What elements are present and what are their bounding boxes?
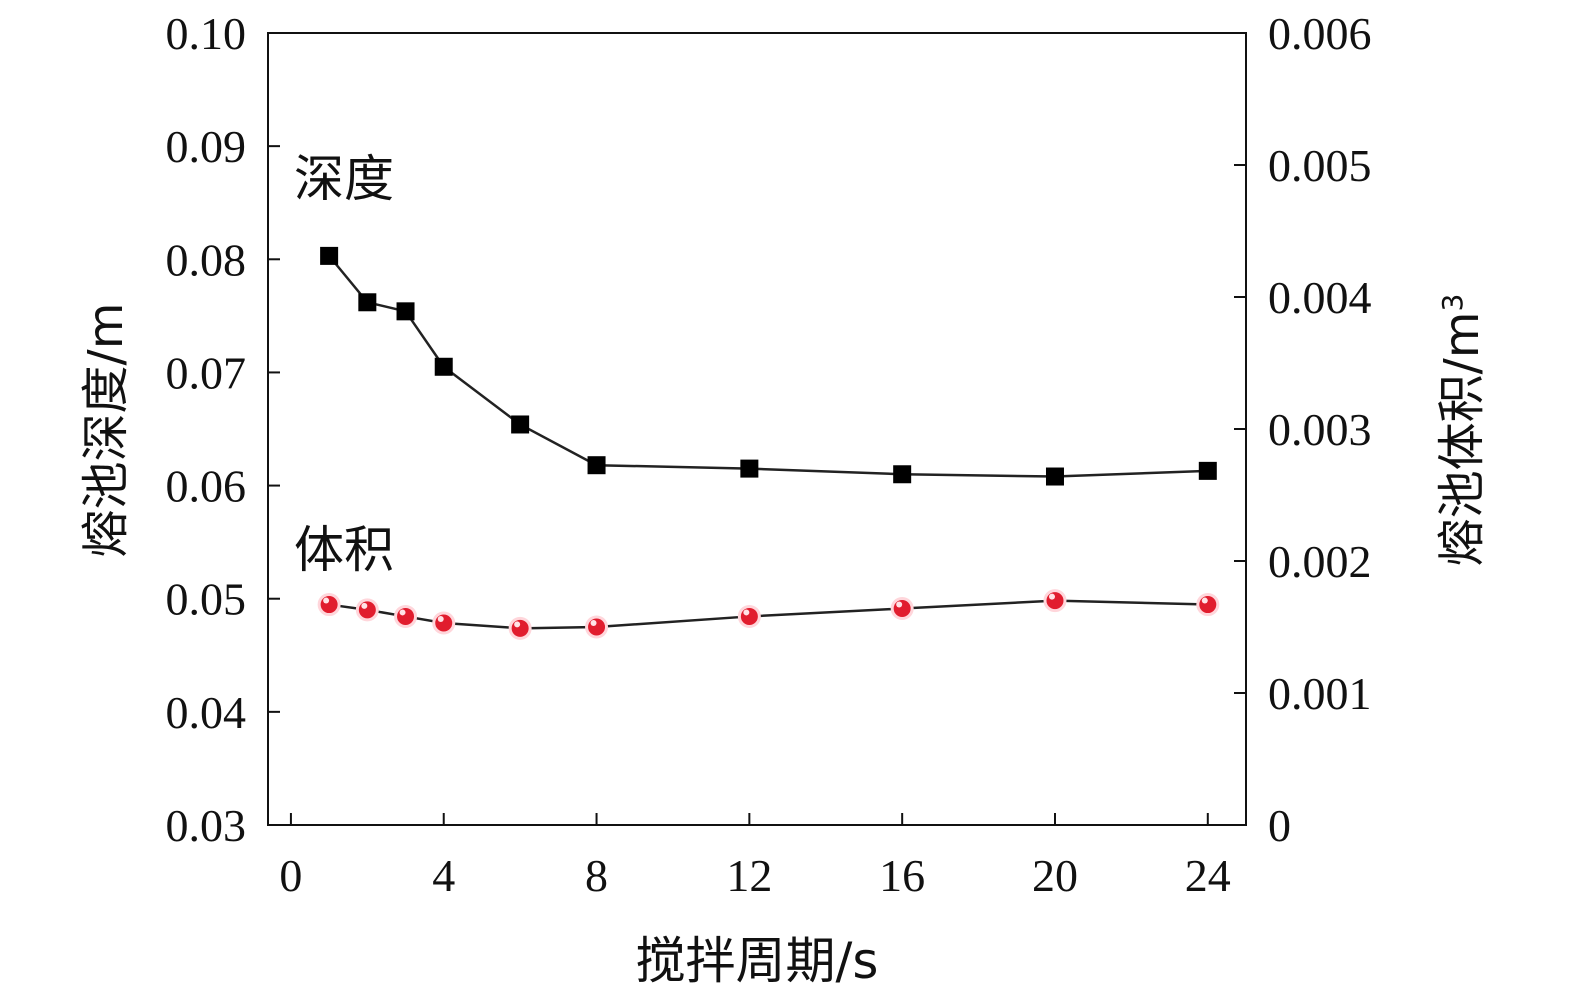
y-left-tick-label: 0.10	[166, 8, 247, 59]
y-left-tick-label: 0.04	[166, 687, 247, 738]
y-left-tick-label: 0.06	[166, 461, 247, 512]
volume-data-point	[432, 611, 456, 635]
y-left-tick-label: 0.07	[166, 347, 247, 398]
y-right-tick-label: 0	[1268, 800, 1291, 851]
x-tick-label: 8	[585, 850, 608, 901]
y-right-tick-label: 0.004	[1268, 272, 1372, 323]
x-tick-label: 20	[1032, 850, 1078, 901]
y-left-tick-label: 0.05	[166, 574, 247, 625]
depth-data-point	[320, 246, 339, 265]
depth-data-point	[511, 415, 530, 434]
volume-data-point	[355, 598, 379, 622]
volume-data-point	[585, 615, 609, 639]
y-right-tick-label: 0.005	[1268, 140, 1372, 191]
depth-series-label: 深度	[294, 150, 394, 208]
depth-series-line	[328, 255, 1208, 478]
volume-data-point	[508, 616, 532, 640]
y-right-tick-label: 0.001	[1268, 668, 1372, 719]
depth-data-point	[740, 459, 759, 478]
depth-data-point	[587, 456, 606, 475]
x-tick-label: 24	[1185, 850, 1231, 901]
volume-series-label: 体积	[294, 521, 394, 579]
depth-data-point	[434, 357, 453, 376]
x-axis-title: 搅拌周期/s	[636, 932, 879, 990]
volume-data-point	[737, 604, 761, 628]
depth-data-point	[1198, 461, 1217, 480]
depth-data-point	[396, 302, 415, 321]
volume-data-point-highlight	[323, 597, 330, 604]
volume-data-point-highlight	[1048, 593, 1055, 600]
y-left-tick-label: 0.08	[166, 234, 247, 285]
volume-data-point-highlight	[743, 609, 750, 616]
x-tick-label: 4	[432, 850, 455, 901]
volume-series-line	[328, 599, 1208, 630]
x-tick-label: 16	[879, 850, 925, 901]
depth-data-point	[893, 465, 912, 484]
volume-data-point	[317, 593, 341, 617]
y-left-tick-label: 0.09	[166, 121, 247, 172]
volume-data-point-highlight	[896, 601, 903, 608]
depth-data-point	[358, 293, 377, 312]
volume-data-point-highlight	[590, 620, 597, 626]
volume-data-point-highlight	[361, 602, 368, 609]
y-right-tick-label: 0.003	[1268, 404, 1372, 455]
volume-data-point	[394, 604, 418, 628]
volume-data-point-highlight	[514, 621, 521, 628]
y-left-axis-title: 熔池深度/m	[78, 303, 134, 558]
volume-data-point	[1196, 593, 1220, 617]
y-right-axis-title-superscript: 3	[1436, 294, 1469, 312]
x-tick-label: 0	[279, 850, 302, 901]
x-tick-label: 12	[726, 850, 772, 901]
y-right-axis-title-base: 熔池体积/m	[1434, 311, 1490, 566]
y-right-axis-title: 熔池体积/m3	[1434, 294, 1490, 567]
volume-data-point	[1043, 589, 1067, 613]
volume-data-point	[890, 597, 914, 621]
y-right-tick-label: 0.006	[1268, 8, 1372, 59]
volume-data-point-highlight	[399, 609, 406, 616]
volume-data-point-highlight	[1201, 597, 1208, 604]
y-left-tick-label: 0.03	[166, 800, 247, 851]
y-right-tick-label: 0.002	[1268, 536, 1372, 587]
depth-data-point	[1045, 467, 1064, 486]
volume-data-point-highlight	[437, 616, 444, 623]
